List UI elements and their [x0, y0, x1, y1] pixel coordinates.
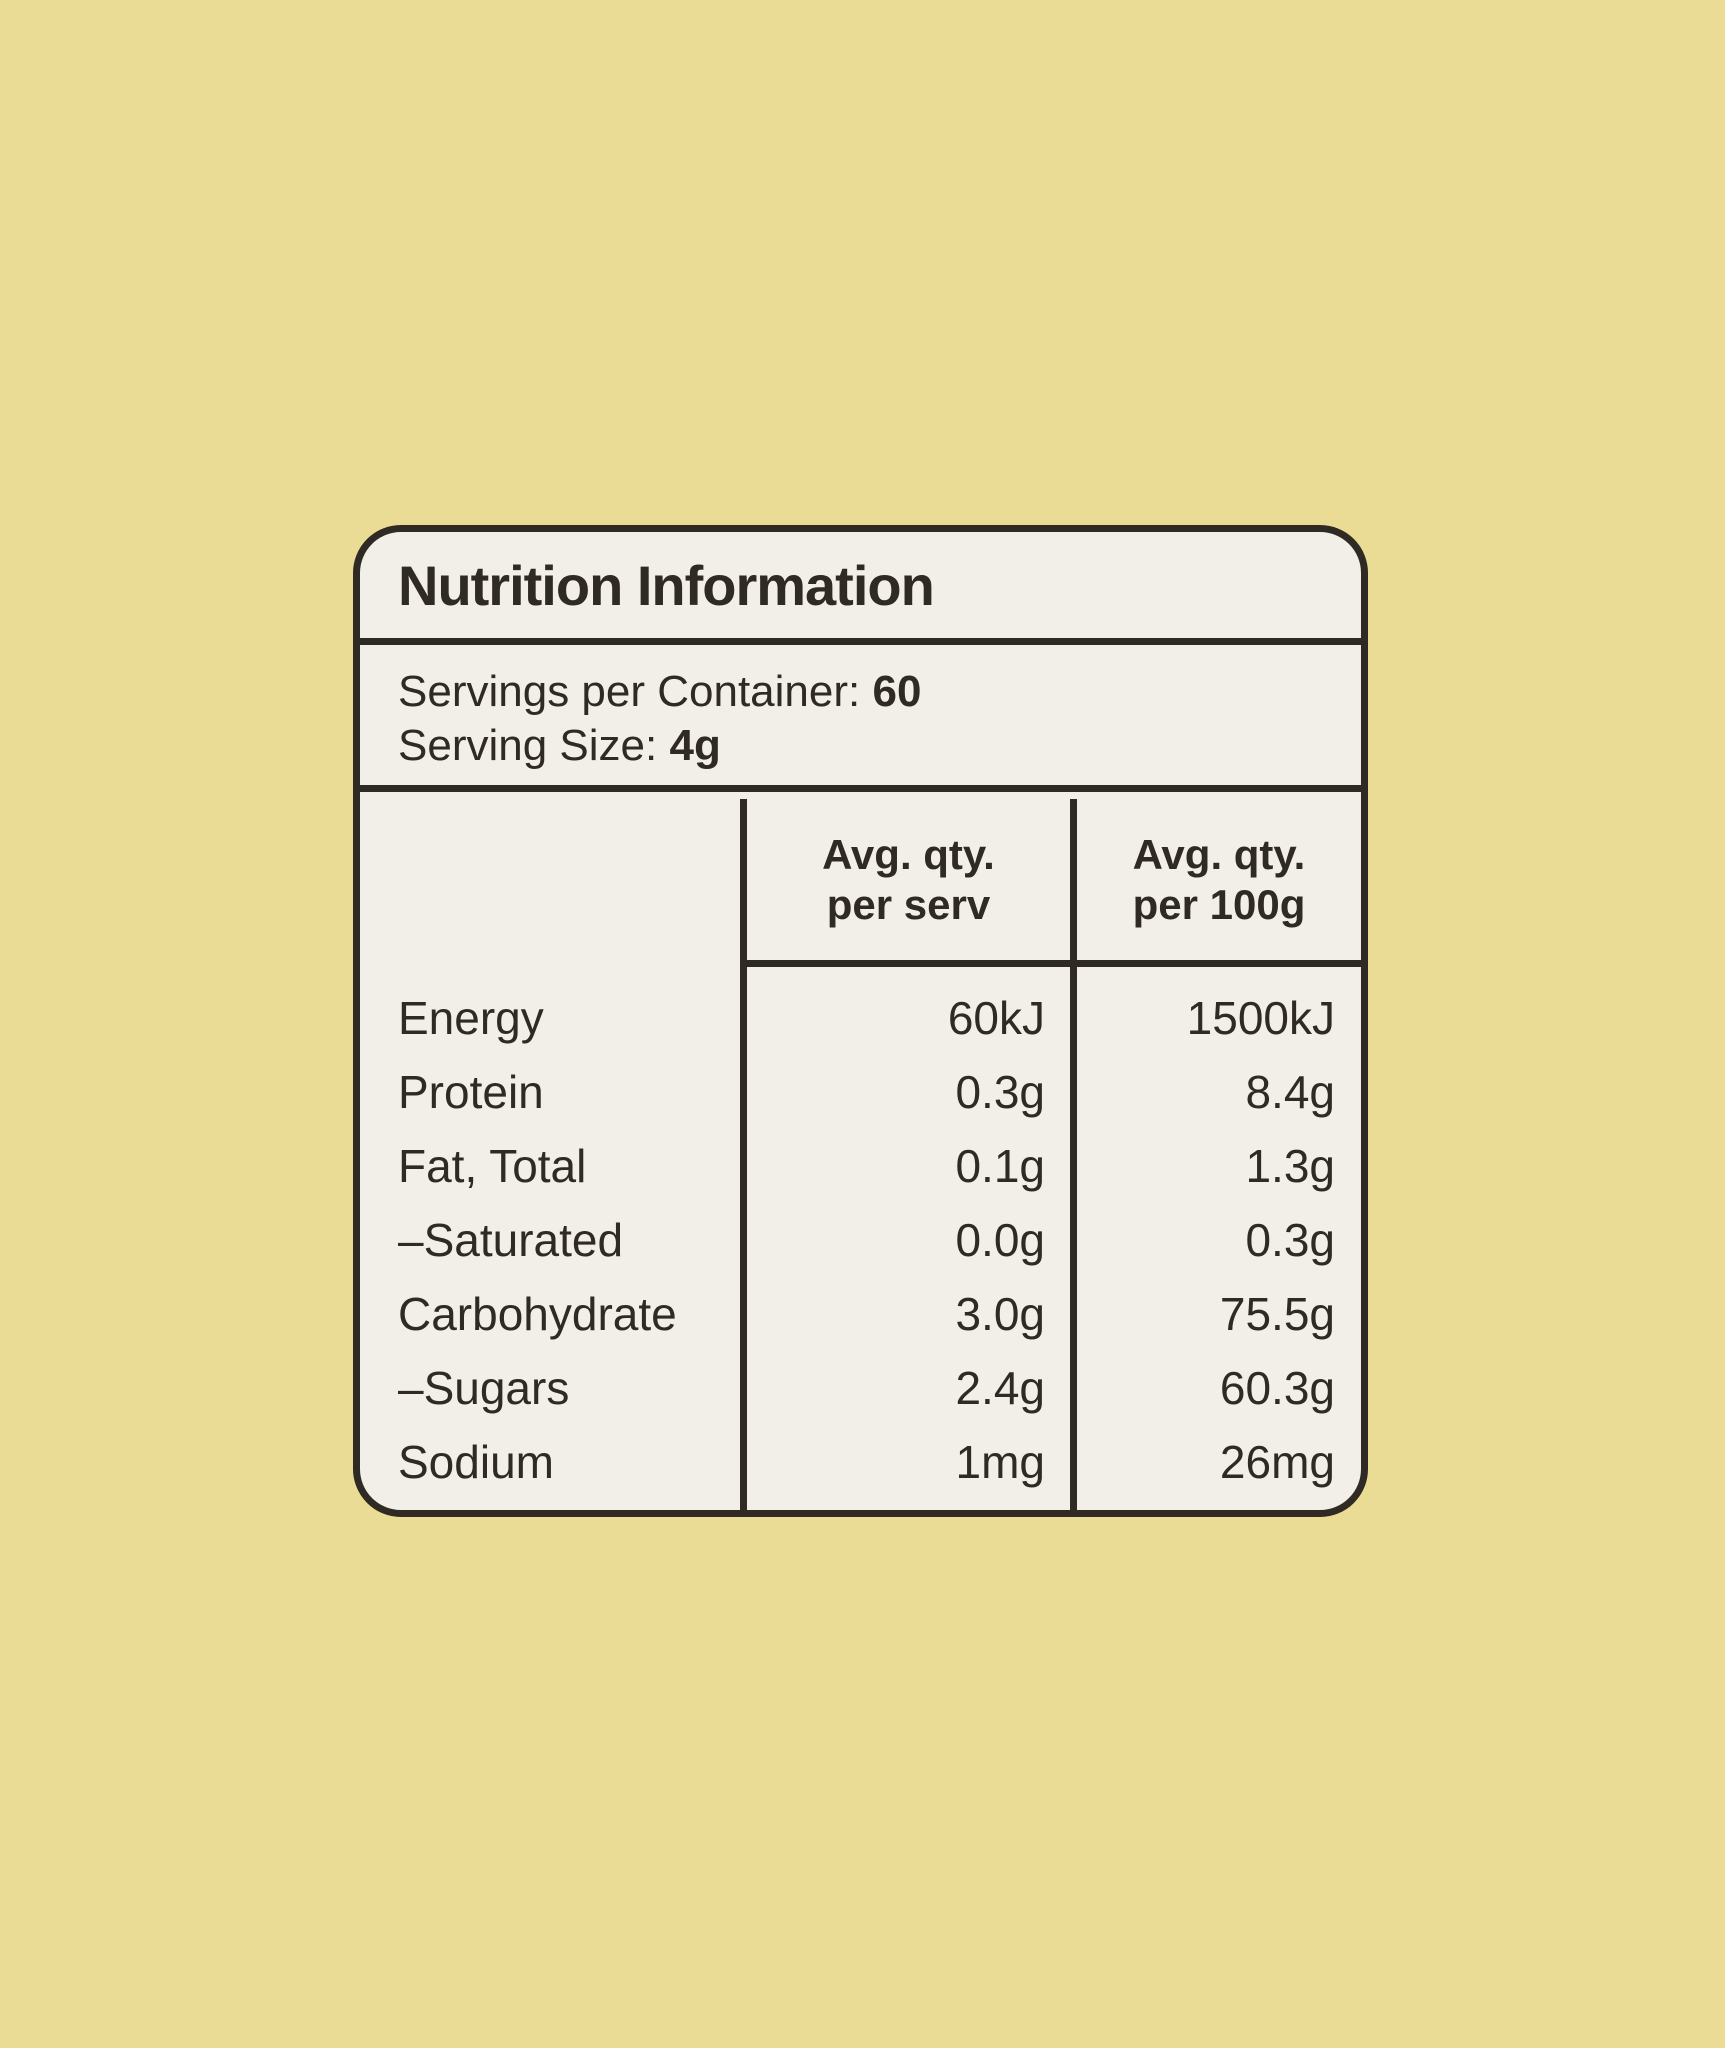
- servings-per-container-value: 60: [872, 666, 922, 716]
- column-header-per-serv-line1: Avg. qty.: [822, 830, 995, 878]
- table-row: Carbohydrate 3.0g 75.5g: [360, 1277, 1361, 1351]
- nutrient-per-100g-value: 1.3g: [1245, 1140, 1335, 1192]
- servings-info-section: Servings per Container: 60 Serving Size:…: [360, 652, 1361, 792]
- nutrient-per-100g-value: 0.3g: [1245, 1214, 1335, 1266]
- table-row: Protein 0.3g 8.4g: [360, 1055, 1361, 1129]
- table-row: Sodium 1mg 26mg: [360, 1425, 1361, 1499]
- nutrition-title: Nutrition Information: [398, 553, 935, 617]
- column-header-per-100g-line1: Avg. qty.: [1132, 830, 1306, 878]
- nutrient-per-100g-value: 26mg: [1219, 1436, 1335, 1488]
- nutrient-per-serv-value: 2.4g: [955, 1362, 1045, 1414]
- nutrient-per-serv-value: 3.0g: [955, 1288, 1045, 1340]
- nutrient-per-100g-value: 1500kJ: [1186, 992, 1335, 1044]
- nutrient-per-100g-value: 8.4g: [1245, 1066, 1335, 1118]
- nutrition-label-card: Nutrition Information Servings per Conta…: [353, 525, 1368, 1517]
- nutrient-per-serv-value: 0.1g: [955, 1140, 1045, 1192]
- nutrition-title-row: Nutrition Information: [360, 532, 1361, 645]
- nutrient-per-100g-value: 60.3g: [1219, 1362, 1335, 1414]
- nutrition-table: Avg. qty. per serv Avg. qty. per 100g En…: [360, 799, 1361, 1510]
- nutrient-name: Sodium: [398, 1436, 554, 1488]
- column-divider-2: [1070, 799, 1077, 1510]
- column-header-per-100g-line2: per 100g: [1132, 880, 1306, 928]
- nutrient-name: –Sugars: [398, 1362, 570, 1414]
- servings-per-container-line: Servings per Container: 60: [398, 665, 1361, 719]
- column-header-per-100g: Avg. qty. per 100g: [1077, 799, 1361, 960]
- column-header-per-serv-line2: per serv: [826, 880, 991, 928]
- serving-size-label: Serving Size:: [398, 720, 670, 770]
- serving-size-line: Serving Size: 4g: [398, 719, 1361, 773]
- serving-size-value: 4g: [669, 720, 721, 770]
- nutrient-per-100g-value: 75.5g: [1219, 1288, 1335, 1340]
- column-divider-1: [740, 799, 747, 1510]
- nutrient-per-serv-value: 1mg: [955, 1436, 1045, 1488]
- servings-per-container-label: Servings per Container:: [398, 666, 873, 716]
- nutrient-name: Carbohydrate: [398, 1288, 677, 1340]
- table-row: Energy 60kJ 1500kJ: [360, 981, 1361, 1055]
- nutrient-name: Energy: [398, 992, 544, 1044]
- nutrient-per-serv-value: 0.3g: [955, 1066, 1045, 1118]
- nutrient-rows: Energy 60kJ 1500kJ Protein 0.3g 8.4g Fat…: [360, 967, 1361, 1510]
- header-bottom-rule: [740, 960, 1361, 967]
- column-header-per-serv: Avg. qty. per serv: [747, 799, 1070, 960]
- nutrient-per-serv-value: 60kJ: [947, 992, 1045, 1044]
- nutrient-name: –Saturated: [398, 1214, 624, 1266]
- table-row: –Sugars 2.4g 60.3g: [360, 1351, 1361, 1425]
- nutrient-name: Protein: [398, 1066, 544, 1118]
- table-row: Fat, Total 0.1g 1.3g: [360, 1129, 1361, 1203]
- nutrient-per-serv-value: 0.0g: [955, 1214, 1045, 1266]
- nutrient-name: Fat, Total: [398, 1140, 587, 1192]
- table-row: –Saturated 0.0g 0.3g: [360, 1203, 1361, 1277]
